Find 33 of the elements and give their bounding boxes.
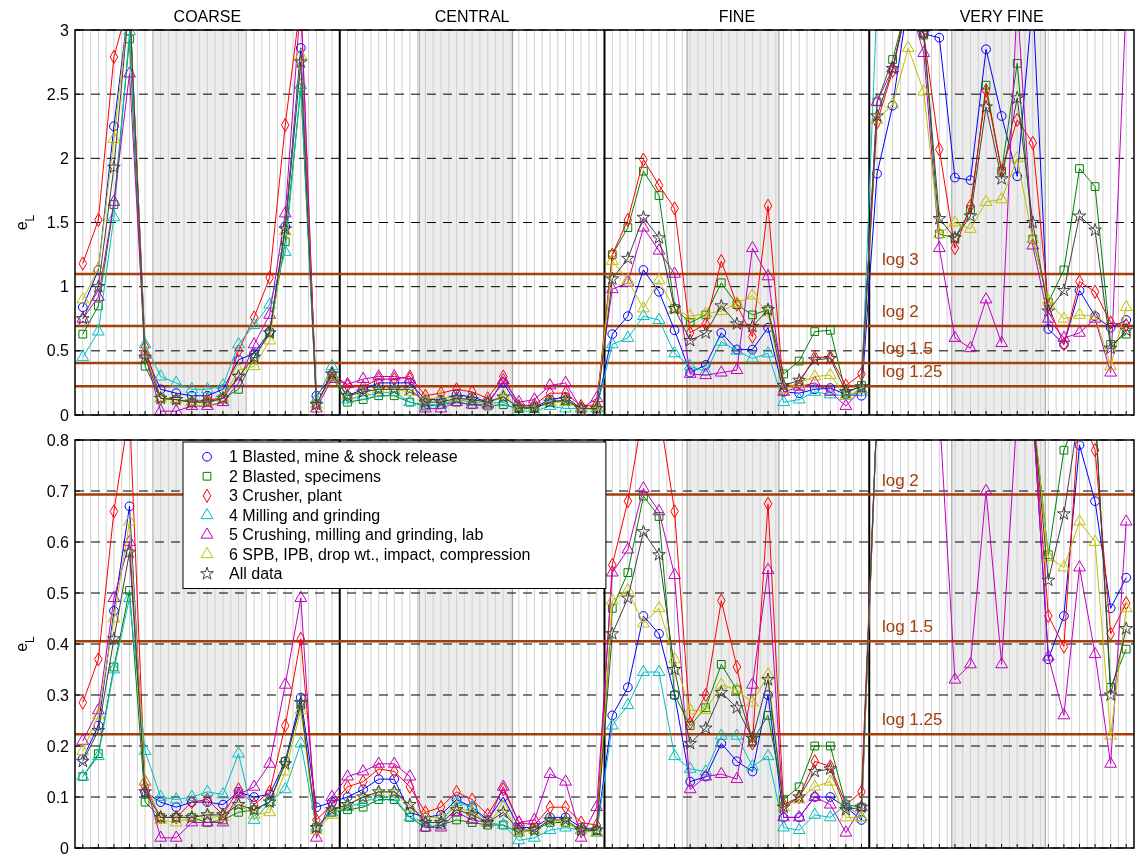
y-tick-label: 0.7 <box>46 482 70 500</box>
ref-line-label: log 1.25 <box>881 362 943 382</box>
legend-label: 5 Crushing, milling and grinding, lab <box>229 526 484 544</box>
y-tick-label: 0 <box>60 839 70 857</box>
legend-label: 2 Blasted, specimens <box>229 467 382 485</box>
y-tick-label: 0.1 <box>46 788 70 806</box>
ref-line-label: log 2 <box>881 302 919 322</box>
y-tick-label: 0.2 <box>46 737 70 755</box>
legend-label: 4 Milling and grinding <box>229 506 381 524</box>
y-tick-label: 3 <box>60 21 70 39</box>
legend-label: All data <box>229 565 283 583</box>
y-tick-label: 0.3 <box>46 686 70 704</box>
y-tick-label: 0.5 <box>46 342 70 360</box>
y-tick-label: 0.4 <box>46 635 70 653</box>
text: VERY FINE <box>959 8 1044 25</box>
y-tick-label: 1.5 <box>46 214 70 232</box>
ref-line-label: log 1.25 <box>881 710 943 730</box>
y-tick-label: 2.5 <box>46 85 70 103</box>
y-tick-label: 0.5 <box>46 584 70 602</box>
y-tick-label: 0.6 <box>46 533 70 551</box>
y-tick-label: 0 <box>60 406 70 424</box>
ref-line-label: log 3 <box>881 250 919 270</box>
legend-label: 1 Blasted, mine & shock release <box>229 448 458 466</box>
legend-label: 6 SPB, IPB, drop wt., impact, compression <box>229 545 531 563</box>
y-tick-label: 2 <box>60 149 70 167</box>
text: COARSE <box>173 8 242 25</box>
ref-line-label: log 1.5 <box>881 617 933 637</box>
text: FINE <box>718 8 756 25</box>
text: CENTRAL <box>434 8 510 25</box>
y-tick-label: 0.8 <box>46 431 70 449</box>
y-tick-label: 1 <box>60 278 70 296</box>
ref-line-label: log 2 <box>881 470 919 490</box>
legend-label: 3 Crusher, plant <box>229 487 343 505</box>
